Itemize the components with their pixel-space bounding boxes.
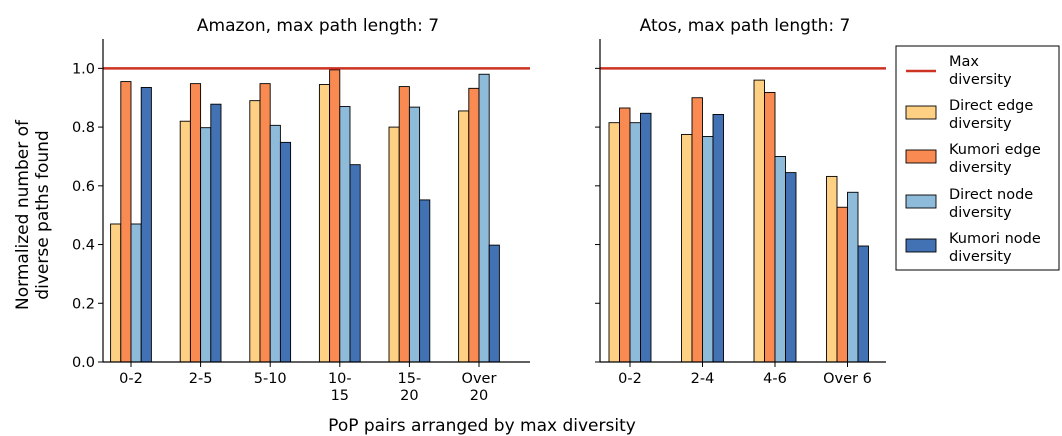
legend-swatch-kumori-edge [905,149,937,164]
y-axis-label-line1: Normalized number of [13,119,33,310]
atos-bar-3-4 [847,191,859,363]
legend-label-kumori-node-line2: diversity [949,249,1012,265]
amazon-bar-4-2 [210,103,222,363]
atos-x-tick-label-4: Over 6 [823,371,872,387]
atos-bars [608,79,869,363]
amazon-bars [110,69,500,363]
amazon-bar-1-6 [458,110,470,363]
legend-label-max-line2: diversity [949,72,1012,88]
atos-bar-1-3 [753,79,765,363]
amazon-bar-1-4 [318,84,331,363]
amazon-bar-3-5 [408,106,421,363]
legend-swatch-direct-edge [905,105,937,120]
legend-label-kumori-node-line1: Kumori node [949,231,1041,247]
amazon-bar-2-6 [468,87,480,363]
legend-label-direct-node-line2: diversity [949,205,1012,221]
amazon-y-tick-label-4: 0.6 [72,179,95,195]
amazon-bar-4-1 [140,86,152,363]
atos-x-tick-label-2: 2-4 [691,371,715,387]
amazon-bar-3-4 [339,106,351,363]
amazon-bar-2-1 [120,81,132,363]
amazon-x-tick-label-1: 0-2 [119,371,143,387]
atos-y-ticks [595,67,600,363]
amazon-panel-title: Amazon, max path length: 7 [197,16,439,36]
amazon-y-tick-label-5: 0.8 [72,120,95,136]
atos-bar-1-4 [826,175,838,363]
amazon-x-tick-label-4-line2: 15 [331,388,349,404]
amazon-x-tick-label-4-line1: 10- [328,371,352,387]
amazon-x-tick-label-6-line2: 20 [470,388,488,404]
amazon-bar-3-1 [130,223,142,363]
amazon-y-tick-label-1: 0.0 [72,355,95,371]
amazon-bar-3-3 [269,124,281,363]
legend-label-max-line1: Max [949,54,979,70]
amazon-bar-4-5 [419,199,431,363]
legend-label-direct-edge-line2: diversity [949,116,1012,132]
atos-panel-title: Atos, max path length: 7 [640,16,851,36]
atos-bar-4-2 [712,114,724,363]
atos-bar-3-3 [774,155,786,363]
legend-swatch-direct-node [905,194,937,209]
amazon-bar-2-5 [398,86,410,363]
atos-panel: Atos, max path length: 7 0-2 2-4 4-6 Over 6 [595,16,886,387]
legend-label-direct-edge-line1: Direct edge [949,98,1033,114]
amazon-bar-4-3 [279,141,292,363]
atos-x-ticks: 0-2 2-4 4-6 Over 6 [618,362,872,387]
legend-label-kumori-edge-line2: diversity [949,160,1012,176]
legend-label-kumori-edge-line1: Kumori edge [949,142,1041,158]
atos-bar-1-2 [681,133,693,363]
atos-bar-4-4 [857,245,869,363]
amazon-panel: Amazon, max path length: 7 0.00.20.40.60… [72,16,530,404]
legend-swatch-kumori-node [905,238,937,253]
amazon-x-tick-label-2: 2-5 [189,371,213,387]
amazon-bar-3-2 [200,127,212,363]
amazon-bar-3-6 [478,73,490,363]
amazon-y-tick-label-6: 1.0 [72,61,95,77]
atos-bar-3-2 [702,136,714,363]
amazon-x-tick-label-6-line1: Over [462,371,497,387]
atos-x-tick-label-3: 4-6 [763,371,787,387]
y-axis-label-line2: diverse paths found [33,130,53,299]
legend: Max diversity Direct edge diversity Kumo… [895,45,1060,271]
amazon-y-ticks: 0.0 0.2 0.4 0.6 0.8 1.0 [72,61,103,371]
atos-bar-2-3 [764,91,776,363]
atos-bar-3-1 [629,122,641,363]
amazon-y-tick-label-3: 0.4 [72,238,95,254]
atos-bar-2-4 [836,206,848,363]
amazon-x-tick-label-5-line1: 15- [398,371,422,387]
atos-bar-4-3 [785,172,797,363]
amazon-bar-2-3 [259,83,271,363]
amazon-bar-2-2 [189,83,202,363]
x-axis-label: PoP pairs arranged by max diversity [328,416,636,436]
amazon-bar-4-4 [349,164,361,363]
atos-bar-1-1 [608,122,620,363]
amazon-bar-1-2 [179,120,191,363]
amazon-bar-1-3 [249,100,261,363]
atos-bar-2-1 [619,107,631,363]
amazon-y-tick-label-2: 0.2 [72,296,95,312]
atos-bar-4-1 [640,112,652,363]
amazon-x-tick-label-5-line2: 20 [400,388,418,404]
amazon-x-tick-label-3: 5-10 [254,371,287,387]
legend-label-direct-node-line1: Direct node [949,187,1033,203]
amazon-bar-4-6 [488,244,500,363]
amazon-bar-2-4 [329,69,341,363]
amazon-bar-1-1 [110,223,122,363]
amazon-bar-1-5 [388,126,400,363]
atos-x-tick-label-1: 0-2 [618,371,642,387]
atos-bar-2-2 [691,97,703,363]
